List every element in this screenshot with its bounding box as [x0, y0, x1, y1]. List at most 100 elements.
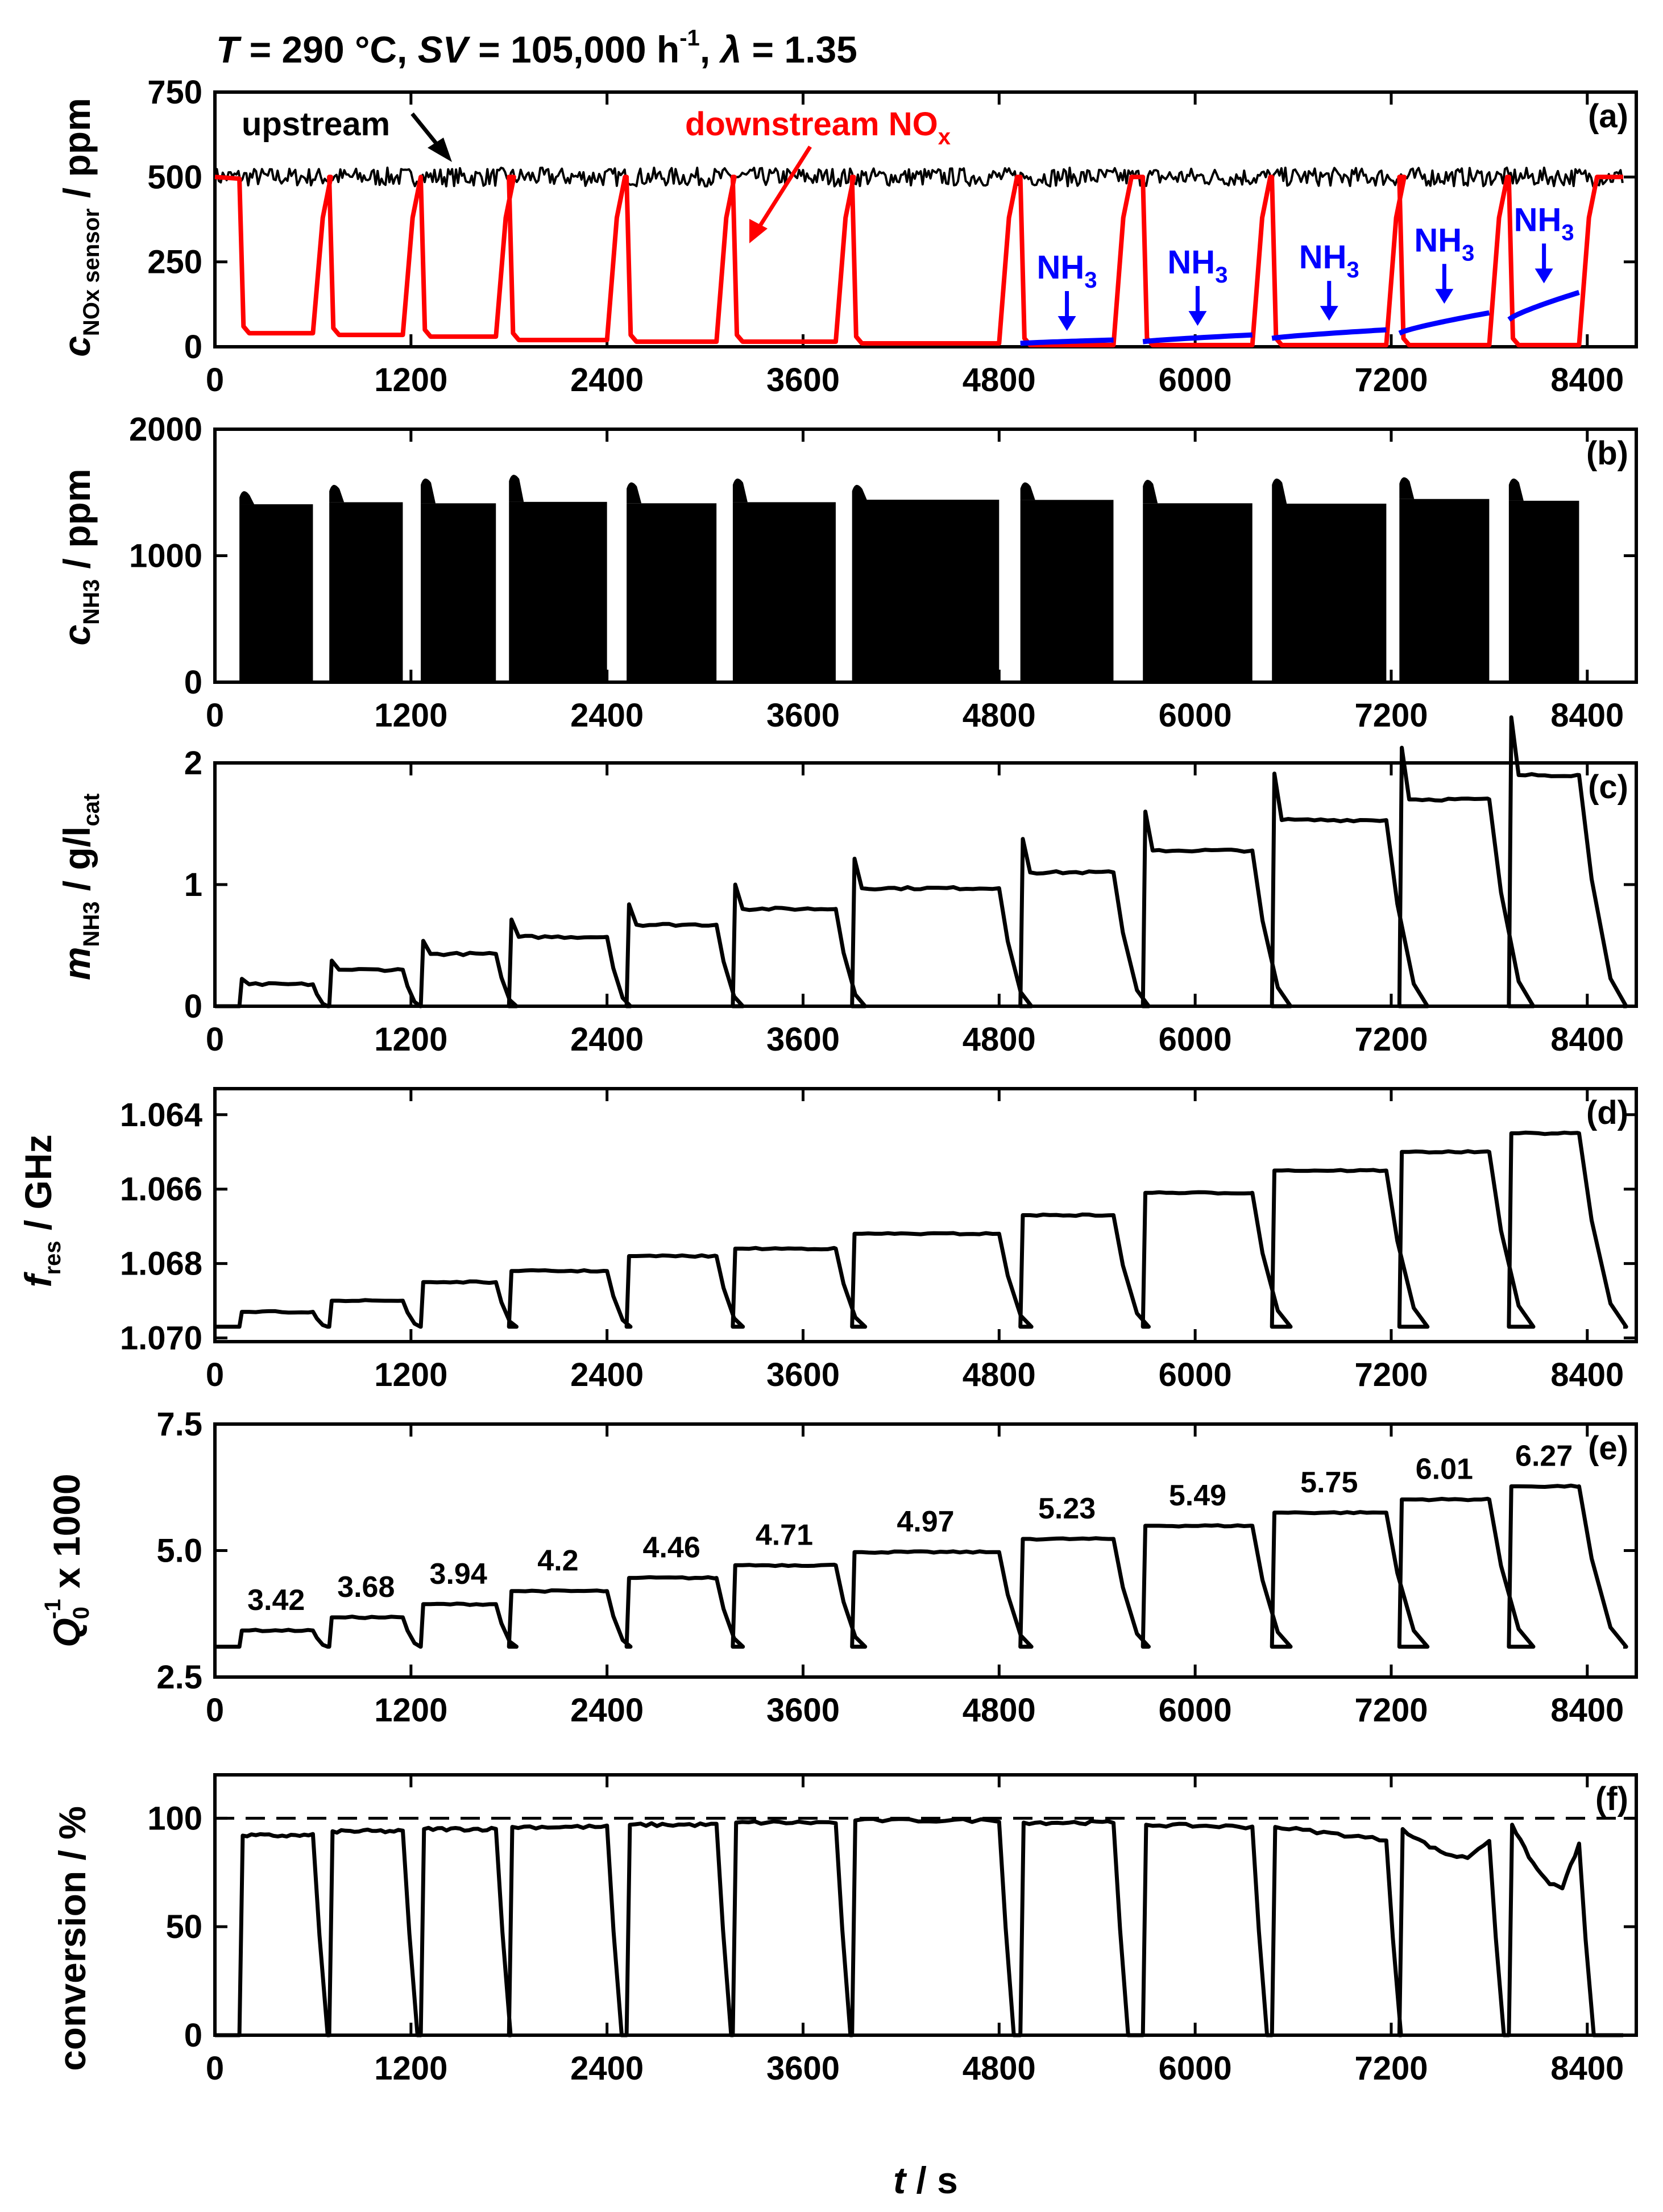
- panel-b-ylabel: cNH3 / ppm: [56, 468, 104, 645]
- nh3-dosing-pulse: [1143, 503, 1253, 682]
- upstream-arrowhead: [428, 138, 452, 162]
- x-tick-label: 6000: [1159, 697, 1232, 734]
- panel-label: (c): [1588, 769, 1628, 806]
- x-tick-label: 4800: [963, 1021, 1036, 1058]
- nh3-dosing-peak: [509, 475, 524, 682]
- y-tick-label: 7.5: [156, 1406, 202, 1443]
- x-tick-label: 7200: [1354, 1356, 1428, 1393]
- x-tick-label: 4800: [963, 2050, 1036, 2087]
- x-tick-label: 8400: [1550, 2050, 1624, 2087]
- nh3-slip-line: [1142, 332, 1253, 345]
- upstream-nox-line: [214, 167, 1624, 188]
- y-tick-label: 1.064: [120, 1097, 202, 1134]
- y-tick-label: 1: [184, 866, 202, 903]
- inverse-q-value-label: 3.94: [430, 1558, 487, 1591]
- inverse-q-value-label: 4.97: [897, 1505, 954, 1538]
- panel-d-resonant-frequency: 0 1200 2400 3600 4800 6000 7200 8400 1.064 1.066 1…: [120, 1087, 1638, 1393]
- nh3-slip-label: NH3: [1414, 222, 1474, 265]
- x-tick-label: 7200: [1354, 362, 1428, 399]
- x-tick-label: 8400: [1550, 1356, 1624, 1393]
- nh3-slip-arrowhead: [1057, 316, 1076, 331]
- figure-title: T = 290 °C, SV = 105,000 h-1, λ = 1.35: [216, 26, 857, 70]
- x-tick-label: 8400: [1550, 697, 1624, 734]
- y-tick-label: 1.070: [120, 1319, 202, 1356]
- inverse-q-value-label: 5.49: [1169, 1479, 1226, 1512]
- x-tick-label: 0: [206, 2050, 224, 2087]
- nh3-slip-line: [1507, 290, 1580, 322]
- panel-label: (b): [1586, 435, 1628, 472]
- nh3-dosing-pulse: [732, 502, 836, 682]
- inverse-q-value-label: 5.75: [1300, 1466, 1358, 1499]
- x-tick-label: 8400: [1550, 1021, 1624, 1058]
- x-tick-label: 7200: [1354, 697, 1428, 734]
- x-tick-label: 1200: [374, 697, 447, 734]
- panel-label: (d): [1586, 1094, 1628, 1131]
- downstream-nox-line: [214, 175, 1623, 347]
- x-tick-label: 4800: [963, 697, 1036, 734]
- nh3-dosing-pulse: [1508, 500, 1579, 682]
- nh3-dosing-pulse: [1272, 503, 1387, 682]
- nh3-dosing-peak: [1272, 478, 1287, 682]
- x-tick-label: 8400: [1550, 1692, 1624, 1729]
- x-tick-label: 3600: [766, 1692, 840, 1729]
- panel-e-ylabel: Q0-1 x 1000: [40, 1474, 94, 1647]
- panel-e-inverse-quality-factor: 0 1200 2400 3600 4800 6000 7200 8400 2.5 5.0 7.5 (e…: [156, 1406, 1638, 1729]
- y-tick-label: 2: [184, 745, 202, 782]
- nh3-dosing-pulse: [239, 504, 313, 682]
- nh3-dosing-pulse: [627, 503, 717, 682]
- inverse-q-value-label: 5.23: [1038, 1492, 1096, 1525]
- x-tick-label: 3600: [766, 2050, 840, 2087]
- panel-b-nh3-dosing: 0 1200 2400 3600 4800 6000 7200 8400 0 1000 2000 (b…: [129, 411, 1638, 734]
- y-tick-label: 5.0: [156, 1533, 202, 1570]
- nh3-slip-line: [1271, 327, 1387, 341]
- nh3-dosing-peak: [627, 482, 642, 682]
- y-tick-label: 100: [147, 1800, 202, 1837]
- panel-a-nox-concentration: 0 1200 2400 3600 4800 6000 7200 8400 0 250 500 750 (…: [147, 74, 1638, 399]
- nh3-dosing-pulse: [1399, 499, 1490, 682]
- x-tick-label: 4800: [963, 1356, 1036, 1393]
- x-tick-label: 1200: [374, 1021, 447, 1058]
- nh3-slip-label: NH3: [1037, 249, 1097, 293]
- x-tick-label: 0: [206, 697, 224, 734]
- inverse-q-value-label: 3.68: [337, 1571, 395, 1604]
- nh3-dosing-pulse: [509, 501, 607, 682]
- resonant-frequency-line: [215, 1130, 1628, 1329]
- nh3-dosing-peak: [732, 478, 748, 682]
- x-tick-label: 1200: [374, 2050, 447, 2087]
- y-tick-label: 0: [184, 988, 202, 1025]
- nh3-dosing-pulse: [421, 503, 496, 682]
- x-tick-label: 7200: [1354, 1021, 1428, 1058]
- inverse-q-line: [215, 1483, 1628, 1649]
- panel-d-ylabel: fres / GHz: [17, 1134, 65, 1287]
- x-tick-label: 3600: [766, 1356, 840, 1393]
- x-tick-label: 1200: [374, 1692, 447, 1729]
- panel-a-frame: [213, 90, 1638, 348]
- nh3-dosing-pulse: [852, 499, 1000, 682]
- panel-f-conversion: 0 1200 2400 3600 4800 6000 7200 8400 0 50 100 (f): [147, 1773, 1638, 2087]
- x-tick-label: 0: [206, 1356, 224, 1393]
- y-tick-label: 750: [147, 74, 202, 111]
- x-tick-label: 0: [206, 362, 224, 399]
- inverse-q-value-label: 6.01: [1416, 1453, 1473, 1486]
- inverse-q-value-label: 4.46: [643, 1532, 700, 1564]
- nh3-dosing-pulse: [329, 502, 403, 682]
- panel-label: (f): [1595, 1781, 1628, 1817]
- y-tick-label: 500: [147, 159, 202, 196]
- panel-c-nh3-storage: 0 1200 2400 3600 4800 6000 7200 8400 0 1 2 (c): [184, 715, 1638, 1058]
- x-tick-label: 3600: [766, 697, 840, 734]
- nh3-slip-label: NH3: [1167, 244, 1227, 288]
- y-tick-label: 1.066: [120, 1171, 202, 1208]
- y-tick-label: 50: [165, 1908, 202, 1945]
- inverse-q-value-label: 4.71: [756, 1518, 813, 1551]
- nh3-slip-line: [1020, 337, 1114, 346]
- y-tick-label: 250: [147, 244, 202, 281]
- x-tick-label: 2400: [570, 697, 644, 734]
- x-tick-label: 7200: [1354, 2050, 1428, 2087]
- nh3-dosing-pulse: [1020, 500, 1114, 682]
- x-tick-label: 0: [206, 1692, 224, 1729]
- x-tick-label: 2400: [570, 2050, 644, 2087]
- x-tick-label: 3600: [766, 362, 840, 399]
- upstream-annotation: upstream: [242, 106, 390, 143]
- x-tick-label: 2400: [570, 1692, 644, 1729]
